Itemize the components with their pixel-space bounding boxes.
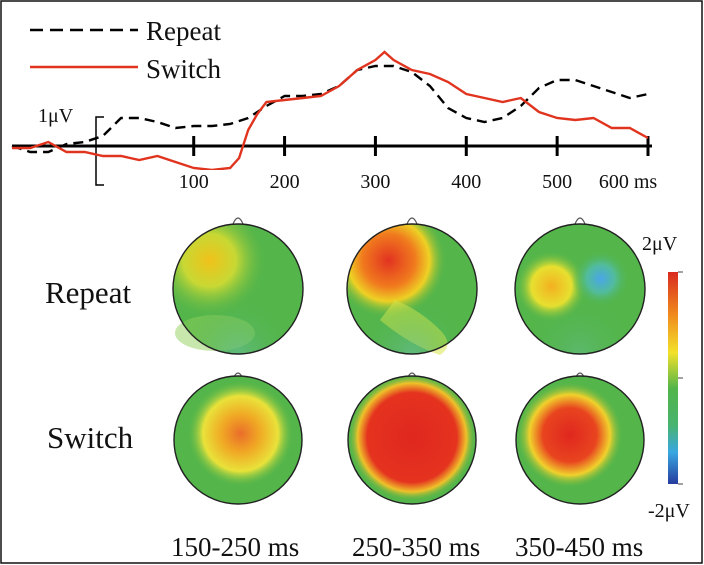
x-tick-label: 400 [451,171,481,193]
x-tick-label: 600 ms [599,171,658,193]
scalp-map-switch-350-450 [515,372,645,505]
colorbar: 2μV -2μV [642,233,690,522]
nose-marker [406,217,418,225]
row-label-switch: Switch [47,420,134,455]
colorbar-gradient [668,272,678,484]
legend-label-repeat: Repeat [146,16,221,46]
scalp-map-repeat-150-250 [172,217,304,355]
nose-marker [232,217,244,225]
scalp-map-switch-250-350 [347,372,477,505]
scale-bar [95,116,104,186]
nose-marker [574,217,586,225]
window-label-2: 250-350 ms [352,532,480,562]
scale-bar-label: 1μV [38,105,74,127]
window-label-1: 150-250 ms [171,532,299,562]
legend-label-switch: Switch [146,54,222,84]
row-label-repeat: Repeat [45,275,131,310]
scalp-map-repeat-350-450 [514,217,646,355]
x-tick-label: 100 [179,171,209,193]
scalp-map-repeat-250-350 [346,217,478,355]
legend: Repeat Switch [30,16,222,84]
window-label-3: 350-450 ms [515,532,643,562]
x-tick-label: 200 [270,171,300,193]
colorbar-min-label: -2μV [648,500,690,522]
colorbar-max-label: 2μV [642,233,678,255]
series-line-repeat [11,64,649,154]
x-tick-label: 300 [360,171,390,193]
x-ticks [192,136,650,156]
x-tick-labels: 100 200 300 400 500 600 ms [179,171,658,193]
waveform-panel: 100 200 300 400 500 600 ms 1μV [11,50,658,193]
scalp-map-switch-150-250 [173,372,303,505]
series-line-switch [12,50,649,170]
x-tick-label: 500 [542,171,572,193]
